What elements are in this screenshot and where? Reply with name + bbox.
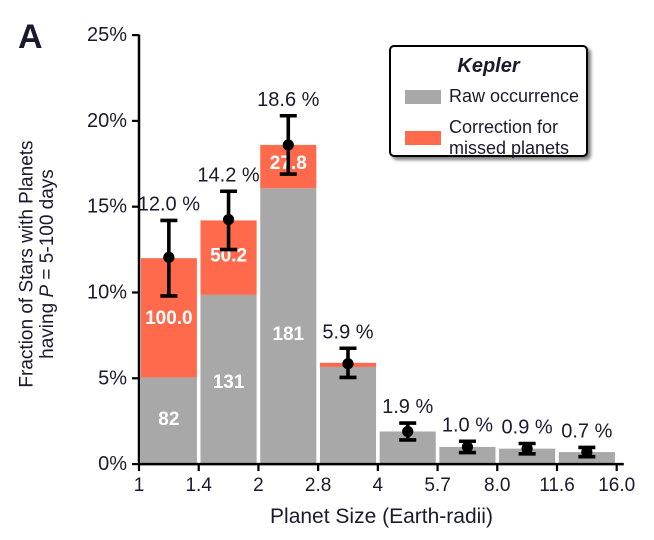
svg-text:4: 4 [373, 475, 384, 496]
svg-text:15%: 15% [87, 196, 127, 218]
svg-text:20%: 20% [87, 110, 127, 132]
svg-text:10%: 10% [87, 281, 127, 303]
svg-text:0%: 0% [98, 453, 127, 475]
svg-text:1: 1 [134, 475, 145, 496]
svg-text:2: 2 [253, 475, 264, 496]
svg-text:5%: 5% [98, 367, 127, 389]
svg-text:18.6 %: 18.6 % [257, 89, 319, 111]
svg-text:16.0: 16.0 [598, 475, 635, 496]
svg-text:12.0 %: 12.0 % [138, 193, 200, 215]
svg-text:82: 82 [158, 409, 179, 430]
svg-text:1.9 %: 1.9 % [382, 396, 433, 418]
svg-text:8.0: 8.0 [484, 475, 510, 496]
svg-text:0.9 %: 0.9 % [502, 416, 553, 438]
svg-text:100.0: 100.0 [145, 308, 193, 329]
svg-text:0.7 %: 0.7 % [561, 420, 612, 442]
svg-text:1.0 %: 1.0 % [442, 414, 493, 436]
svg-text:5.7: 5.7 [424, 475, 450, 496]
svg-text:11.6: 11.6 [539, 475, 575, 496]
svg-text:14.2 %: 14.2 % [197, 164, 259, 186]
svg-text:5.9 %: 5.9 % [322, 321, 373, 343]
svg-text:2.8: 2.8 [305, 475, 331, 496]
svg-text:131: 131 [213, 372, 245, 393]
svg-text:25%: 25% [87, 24, 127, 46]
svg-text:181: 181 [272, 324, 304, 345]
svg-text:1.4: 1.4 [185, 475, 212, 496]
